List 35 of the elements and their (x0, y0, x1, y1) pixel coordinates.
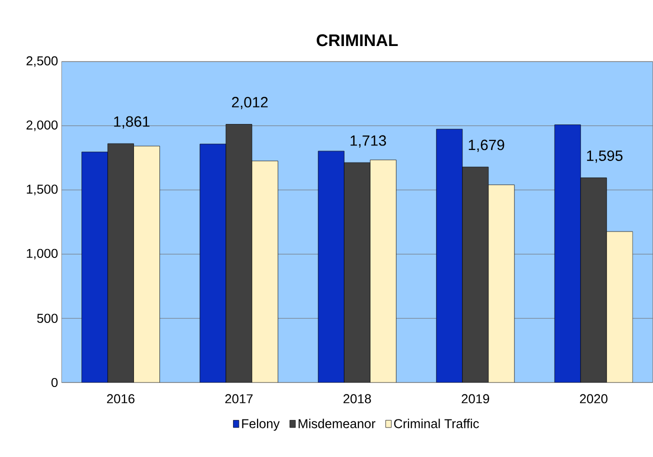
bar (554, 124, 581, 382)
data-label: 1,595 (587, 150, 622, 163)
data-label: 1,679 (468, 140, 504, 152)
x-tick-label: 2017 (225, 394, 253, 404)
y-tick-label: 1,000 (26, 248, 58, 260)
legend-label: Felony (242, 418, 280, 431)
y-tick-label: 2,000 (26, 120, 58, 132)
bar (108, 143, 134, 382)
chart-title: CRIMINAL (316, 34, 398, 46)
bar (200, 144, 226, 382)
bar (462, 166, 489, 382)
y-tick-label: 500 (37, 314, 58, 323)
bar (488, 184, 515, 382)
legend-label: Criminal Traffic (394, 418, 479, 428)
x-tick-label: 2020 (580, 394, 608, 404)
bar (344, 162, 370, 382)
legend-label: Misdemeanor (298, 418, 376, 428)
y-tick-label: 2,500 (26, 56, 58, 67)
bar (252, 160, 278, 382)
data-label: 1,713 (350, 135, 386, 148)
bar (436, 128, 463, 382)
x-tick-label: 2019 (462, 394, 490, 404)
bar (318, 151, 344, 382)
data-label: 2,012 (232, 96, 268, 110)
bar (580, 178, 607, 382)
y-tick-label: 0 (51, 378, 58, 388)
bar (226, 124, 252, 382)
bar (82, 152, 108, 382)
x-tick-label: 2018 (344, 394, 371, 404)
data-label: 1,861 (114, 116, 150, 129)
x-tick-label: 2016 (107, 394, 134, 404)
bar (606, 231, 633, 382)
y-tick-label: 1,500 (26, 184, 58, 196)
bar (134, 146, 160, 382)
bar (370, 160, 396, 382)
